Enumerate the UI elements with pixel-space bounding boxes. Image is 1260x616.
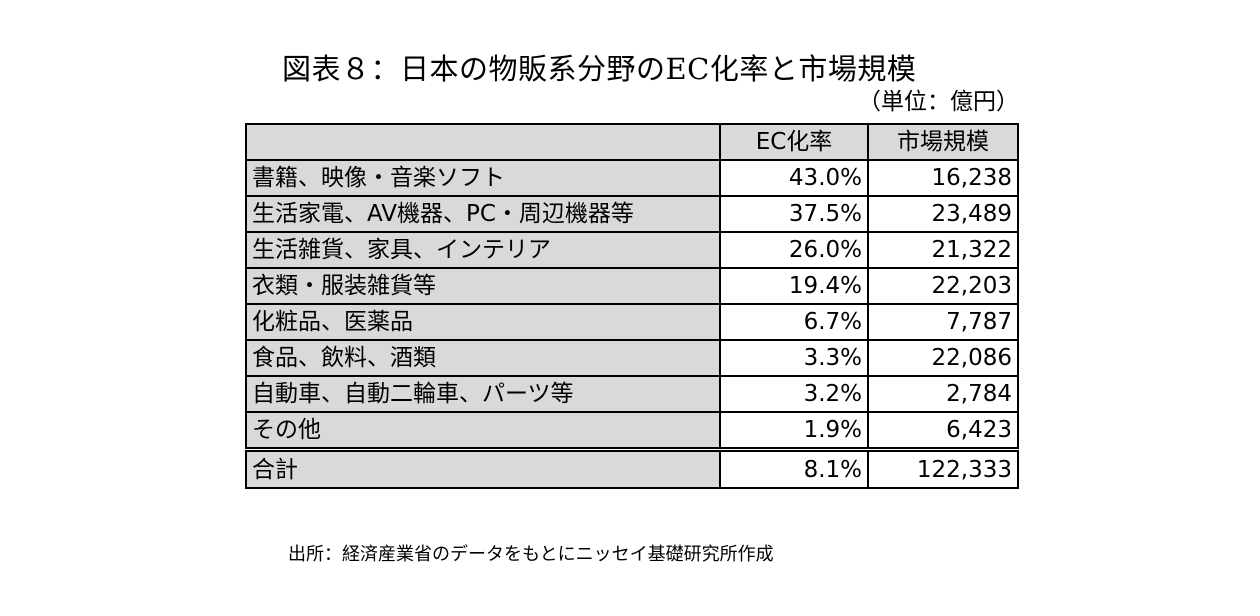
header-ec-rate: EC化率	[719, 123, 869, 161]
header-market-size: 市場規模	[867, 123, 1019, 161]
row-category: 生活雑貨、家具、インテリア	[245, 231, 721, 269]
table-row: 衣類・服装雑貨等 19.4% 22,203	[245, 267, 1019, 305]
row-market-size: 22,086	[867, 339, 1019, 377]
total-row: 合計 8.1% 122,333	[245, 447, 1019, 489]
table-row: その他 1.9% 6,423	[245, 411, 1019, 451]
row-ec-rate: 6.7%	[719, 303, 869, 341]
row-ec-rate: 3.3%	[719, 339, 869, 377]
row-category: 化粧品、医薬品	[245, 303, 721, 341]
source-note: 出所：経済産業省のデータをもとにニッセイ基礎研究所作成	[288, 544, 774, 565]
row-market-size: 7,787	[867, 303, 1019, 341]
row-category: 生活家電、AV機器、PC・周辺機器等	[245, 195, 721, 233]
row-ec-rate: 26.0%	[719, 231, 869, 269]
table-row: 化粧品、医薬品 6.7% 7,787	[245, 303, 1019, 341]
total-market-size: 122,333	[867, 447, 1019, 489]
row-ec-rate: 19.4%	[719, 267, 869, 305]
header-row: EC化率 市場規模	[245, 123, 1019, 161]
row-market-size: 6,423	[867, 411, 1019, 451]
table-row: 生活雑貨、家具、インテリア 26.0% 21,322	[245, 231, 1019, 269]
table-row: 食品、飲料、酒類 3.3% 22,086	[245, 339, 1019, 377]
chart-title: 図表８：日本の物販系分野のEC化率と市場規模	[282, 52, 917, 86]
row-market-size: 21,322	[867, 231, 1019, 269]
row-category: 衣類・服装雑貨等	[245, 267, 721, 305]
unit-label: （単位：億円）	[858, 89, 1019, 115]
row-ec-rate: 3.2%	[719, 375, 869, 413]
table-row: 自動車、自動二輪車、パーツ等 3.2% 2,784	[245, 375, 1019, 413]
row-category: 書籍、映像・音楽ソフト	[245, 159, 721, 197]
row-category: 自動車、自動二輪車、パーツ等	[245, 375, 721, 413]
row-category: その他	[245, 411, 721, 451]
row-market-size: 23,489	[867, 195, 1019, 233]
row-market-size: 16,238	[867, 159, 1019, 197]
row-ec-rate: 37.5%	[719, 195, 869, 233]
row-ec-rate: 43.0%	[719, 159, 869, 197]
row-ec-rate: 1.9%	[719, 411, 869, 451]
table-row: 生活家電、AV機器、PC・周辺機器等 37.5% 23,489	[245, 195, 1019, 233]
table-row: 書籍、映像・音楽ソフト 43.0% 16,238	[245, 159, 1019, 197]
total-category: 合計	[245, 447, 721, 489]
row-market-size: 2,784	[867, 375, 1019, 413]
data-table: EC化率 市場規模 書籍、映像・音楽ソフト 43.0% 16,238 生活家電、…	[245, 123, 1019, 489]
row-market-size: 22,203	[867, 267, 1019, 305]
header-category	[245, 123, 721, 161]
row-category: 食品、飲料、酒類	[245, 339, 721, 377]
total-ec-rate: 8.1%	[719, 447, 869, 489]
